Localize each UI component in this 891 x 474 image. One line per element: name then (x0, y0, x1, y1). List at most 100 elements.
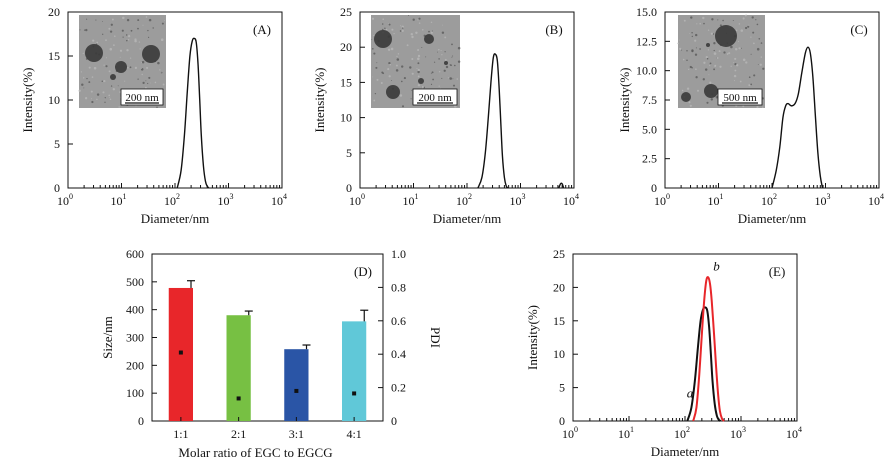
inset-speckle (409, 66, 412, 69)
inset-speckle (762, 106, 764, 108)
inset-speckle (91, 100, 94, 104)
inset-speckle (695, 47, 697, 49)
inset-speckle (162, 83, 165, 86)
x-axis-label-D: Molar ratio of EGC to EGCG (178, 445, 332, 460)
inset-speckle (152, 27, 154, 29)
inset-speckle (129, 66, 132, 69)
inset-speckle (410, 32, 414, 36)
inset-speckle (126, 49, 129, 52)
curve-label-b: b (713, 259, 720, 274)
inset-speckle (437, 51, 439, 53)
inset-speckle (86, 18, 88, 20)
inset-speckle (382, 18, 385, 21)
inset-speckle (440, 49, 442, 51)
inset-speckle (137, 78, 139, 80)
inset-speckle (730, 45, 733, 49)
inset-speckle (762, 67, 765, 70)
y-tick-label-A: 10 (48, 93, 60, 107)
inset-speckle (432, 78, 434, 81)
bar-size-2-1 (226, 315, 251, 421)
y-tick-label-C: 12.5 (636, 34, 657, 48)
inset-speckle (160, 38, 164, 41)
inset-speckle (441, 31, 445, 34)
series-line-E-a (686, 306, 722, 422)
inset-speckle (113, 44, 115, 46)
inset-particle (706, 43, 710, 47)
inset-speckle (760, 56, 763, 58)
y-tick-label-C: 0 (651, 181, 657, 195)
inset-speckle (137, 27, 139, 30)
inset-speckle (713, 68, 716, 71)
inset-speckle (709, 81, 712, 84)
inset-speckle (445, 65, 449, 69)
inset-speckle (421, 85, 424, 89)
inset-speckle (744, 26, 748, 30)
inset-speckle (147, 29, 149, 32)
inset-speckle (694, 39, 697, 42)
inset-speckle (145, 86, 147, 89)
inset-speckle (702, 78, 705, 81)
inset-speckle (388, 61, 391, 65)
inset-speckle (444, 36, 447, 39)
inset-speckle (412, 18, 415, 21)
inset-speckle (373, 52, 376, 55)
inset-speckle (750, 83, 753, 86)
series-line-A-distribution (176, 37, 210, 189)
inset-speckle (750, 36, 752, 38)
inset-speckle (742, 58, 746, 62)
x-tick-label-C: 102 (761, 192, 777, 208)
inset-speckle (118, 106, 120, 108)
inset-speckle (430, 31, 433, 34)
inset-speckle (122, 16, 125, 20)
inset-speckle (699, 48, 701, 50)
inset-speckle (102, 21, 104, 22)
inset-speckle (104, 101, 106, 103)
inset-speckle (733, 74, 737, 78)
y-tick-label-B: 0 (346, 181, 352, 195)
inset-speckle (681, 49, 683, 51)
inset-speckle (85, 28, 88, 32)
inset-speckle (756, 47, 760, 51)
y-right-tick-label-D: 0.6 (391, 314, 406, 328)
inset-speckle (708, 74, 710, 76)
inset-speckle (759, 63, 762, 66)
inset-speckle (705, 55, 708, 59)
inset-speckle (411, 35, 414, 39)
inset-speckle (79, 29, 81, 31)
inset-speckle (752, 31, 755, 34)
inset-speckle (433, 61, 436, 63)
inset-speckle (105, 39, 107, 42)
pdi-point-2-1 (236, 396, 241, 401)
inset-particle (704, 84, 718, 98)
inset-speckle (142, 24, 144, 26)
y-axis-label-A: Intensity(%) (20, 68, 35, 133)
inset-speckle (430, 83, 433, 86)
inset-speckle (411, 89, 413, 91)
inset-speckle (696, 23, 698, 25)
inset-speckle (372, 76, 374, 78)
inset-speckle (711, 18, 714, 21)
y-tick-label-C: 10.0 (636, 64, 657, 78)
inset-speckle (399, 94, 403, 97)
x-tick-label-C: 104 (868, 192, 884, 208)
y-right-tick-label-D: 0.4 (391, 347, 406, 361)
inset-speckle (141, 62, 142, 63)
inset-speckle (137, 19, 140, 22)
inset-speckle (400, 80, 403, 83)
inset-particle (110, 74, 116, 80)
inset-speckle (395, 64, 398, 67)
inset-speckle (141, 73, 143, 76)
y-right-tick-label-D: 1.0 (391, 247, 406, 261)
inset-speckle (375, 66, 378, 69)
inset-speckle (703, 61, 706, 64)
inset-scale-box (120, 88, 164, 106)
inset-speckle (84, 97, 88, 100)
inset-speckle (138, 41, 141, 43)
inset-speckle (713, 49, 715, 52)
inset-speckle (416, 68, 418, 69)
inset-speckle (742, 17, 745, 20)
inset-speckle (431, 71, 434, 74)
inset-scale-label: 500 nm (723, 92, 757, 104)
x-tick-label-D: 2:1 (231, 427, 246, 441)
inset-speckle (126, 18, 130, 22)
